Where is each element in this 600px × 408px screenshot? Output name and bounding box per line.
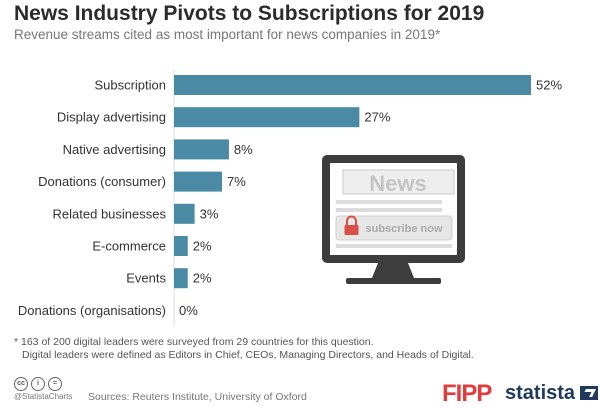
monitor-icon: News subscribe now	[322, 155, 465, 284]
bar	[174, 203, 195, 224]
value-label: 3%	[200, 206, 219, 221]
chart-title: News Industry Pivots to Subscriptions fo…	[14, 2, 485, 25]
category-label: Events	[126, 271, 166, 286]
bar	[174, 139, 229, 160]
monitor-news-text: News	[369, 171, 426, 196]
category-label: Donations (organisations)	[18, 303, 166, 318]
category-label: Subscription	[94, 78, 166, 93]
category-label: Display advertising	[57, 110, 166, 125]
value-label: 27%	[364, 110, 390, 125]
bar	[174, 268, 188, 289]
bar	[174, 75, 531, 95]
statista-logo[interactable]: statista	[505, 382, 576, 404]
lock-icon	[344, 215, 359, 235]
category-label: Native advertising	[63, 142, 166, 157]
bar-chart: Subscription 52% Display advertising 27% Nat…	[18, 70, 562, 326]
category-label: Donations (consumer)	[38, 174, 166, 189]
category-label: Related businesses	[53, 206, 167, 221]
footnote-line-2: Digital leaders were defined as Editors …	[22, 349, 474, 361]
fipp-logo[interactable]: FIPP	[442, 380, 492, 407]
category-label: E-commerce	[92, 239, 166, 254]
bar	[174, 236, 188, 256]
value-label: 8%	[234, 142, 253, 157]
footer: cc i = @StatistaCharts Sources: Reuters …	[14, 377, 600, 407]
value-label: 2%	[193, 239, 212, 254]
footnote-line-1: * 163 of 200 digital leaders were survey…	[14, 336, 374, 348]
subscribe-now-text: subscribe now	[365, 223, 442, 235]
creative-commons-icon: cc	[14, 377, 28, 391]
attribution-icon: i	[31, 377, 45, 391]
statista-handle[interactable]: @StatistaCharts	[14, 392, 73, 401]
license-icons: cc i =	[14, 377, 62, 391]
footnote: * 163 of 200 digital leaders were survey…	[14, 336, 594, 362]
bar	[174, 171, 223, 192]
bar	[174, 107, 360, 128]
statista-logo-icon	[580, 386, 598, 400]
chart-subtitle: Revenue streams cited as most important …	[14, 27, 441, 42]
no-derivatives-icon: =	[48, 377, 62, 391]
value-label: 7%	[227, 174, 246, 189]
sources-text: Sources: Reuters Institute, University o…	[88, 391, 307, 403]
value-label: 0%	[179, 303, 198, 318]
value-label: 2%	[193, 271, 212, 286]
value-label: 52%	[536, 78, 562, 93]
